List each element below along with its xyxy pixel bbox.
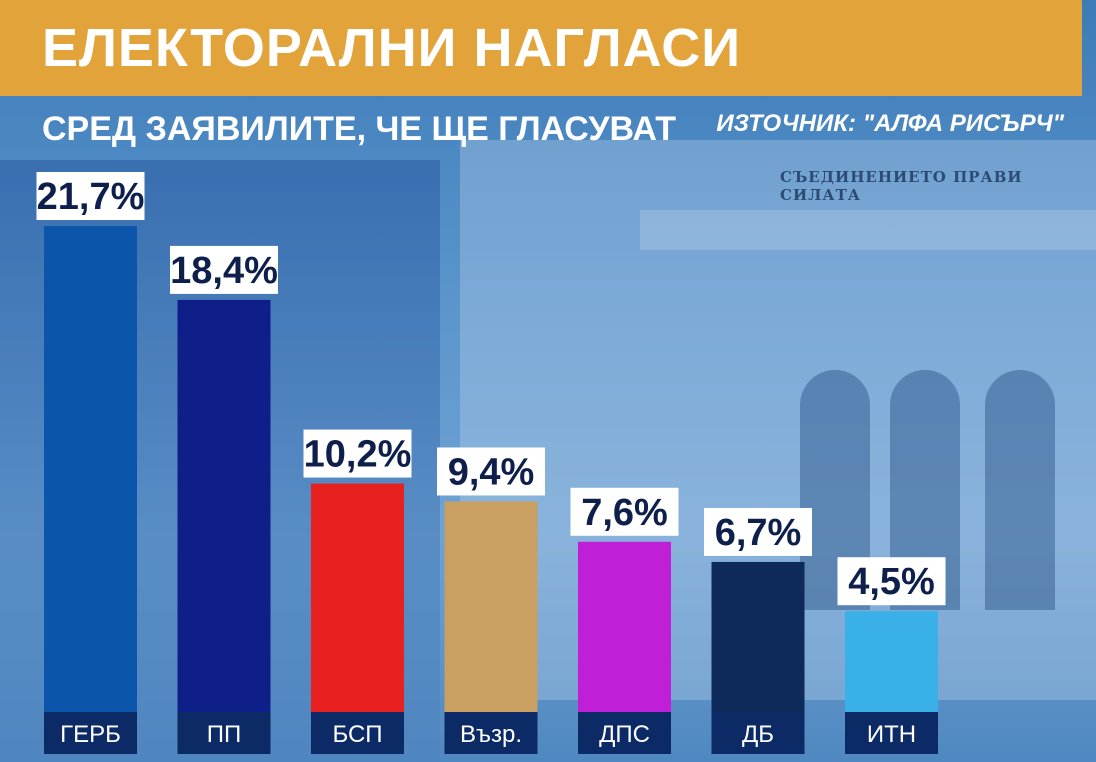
value-label-box — [303, 429, 412, 478]
category-label: ИТН — [867, 721, 916, 748]
category-label: ДБ — [742, 721, 774, 748]
value-label-box — [36, 172, 145, 220]
chart-subtitle: СРЕД ЗАЯВИЛИТЕ, ЧЕ ЩЕ ГЛАСУВАТ — [42, 110, 677, 148]
value-label-box — [837, 557, 946, 606]
bar-ИТН — [845, 611, 938, 712]
value-label-box — [170, 245, 278, 294]
value-label: 10,2% — [304, 434, 412, 476]
value-label: 18,4% — [170, 250, 278, 292]
value-label-box — [704, 507, 812, 556]
value-label: 21,7% — [37, 176, 145, 218]
category-label-box — [578, 712, 671, 754]
building-engraving: СЪЕДИНЕНИЕТО ПРАВИ СИЛАТА — [780, 168, 1023, 204]
bar-ГЕРБ — [44, 226, 137, 712]
category-label-box — [311, 712, 404, 754]
value-label: 9,4% — [448, 451, 535, 493]
category-label-box — [44, 712, 137, 754]
category-label-box — [711, 712, 805, 754]
category-label: ПП — [207, 721, 242, 748]
title-bar: ЕЛЕКТОРАЛНИ НАГЛАСИ — [0, 0, 1082, 96]
category-label-box — [444, 712, 538, 754]
value-label-box — [570, 487, 679, 536]
value-label-box — [437, 447, 545, 496]
bar-БСП — [311, 483, 404, 712]
category-label-box — [845, 712, 938, 754]
bar-ДПС — [578, 541, 671, 712]
bar-ДБ — [711, 561, 805, 712]
source-label: ИЗТОЧНИК: "АЛФА РИСЪРЧ" — [716, 110, 1064, 137]
value-label: 6,7% — [715, 512, 802, 554]
category-label: ГЕРБ — [60, 721, 121, 748]
value-label: 7,6% — [581, 492, 668, 534]
category-label: Възр. — [460, 721, 522, 748]
category-label: ДПС — [599, 721, 650, 748]
bar-Възр. — [444, 501, 538, 712]
bar-ПП — [177, 299, 271, 712]
value-label: 4,5% — [848, 561, 935, 603]
chart-title: ЕЛЕКТОРАЛНИ НАГЛАСИ — [42, 18, 742, 78]
category-label: БСП — [332, 721, 382, 748]
category-label-box — [177, 712, 271, 754]
